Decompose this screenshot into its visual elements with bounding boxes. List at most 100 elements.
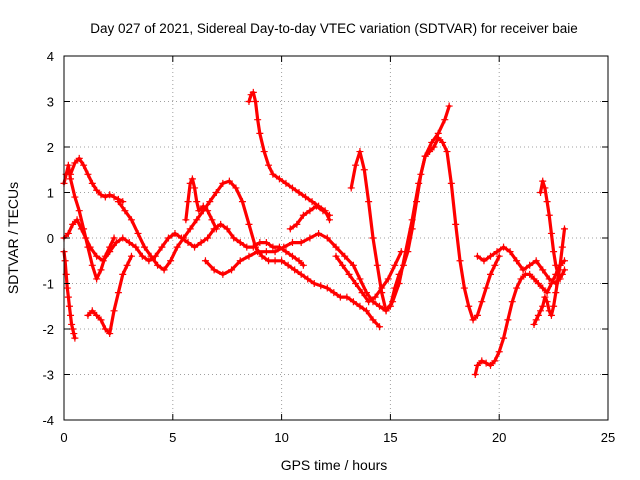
data-point <box>486 252 494 260</box>
data-point <box>193 216 201 224</box>
data-point <box>541 184 549 192</box>
data-point <box>445 102 453 110</box>
data-point <box>63 284 71 292</box>
data-point <box>80 225 88 233</box>
data-point <box>84 311 92 319</box>
data-point <box>378 284 386 292</box>
data-point <box>543 298 551 306</box>
data-point <box>552 289 560 297</box>
data-point <box>371 293 379 301</box>
data-point <box>145 257 153 265</box>
data-point <box>101 325 109 333</box>
data-point <box>310 280 318 287</box>
data-point <box>141 243 149 251</box>
data-point <box>93 275 101 283</box>
data-series-sat-e <box>84 252 135 338</box>
data-point <box>191 184 199 192</box>
data-point <box>347 184 355 192</box>
x-tick-label: 15 <box>383 430 397 445</box>
data-point <box>349 261 357 269</box>
data-point <box>545 275 553 283</box>
data-point <box>299 211 307 219</box>
data-point <box>262 248 270 256</box>
data-point <box>491 357 499 365</box>
data-point <box>93 252 101 260</box>
data-point <box>184 239 192 247</box>
data-point <box>110 307 118 315</box>
data-point <box>121 207 129 215</box>
data-point <box>452 220 460 228</box>
data-point <box>539 284 547 292</box>
data-point <box>138 252 146 260</box>
data-point <box>254 116 262 124</box>
data-point <box>201 257 209 265</box>
data-point <box>539 177 547 185</box>
y-axis-label: SDTVAR / TECUs <box>5 182 21 294</box>
data-point <box>369 316 377 324</box>
data-point <box>232 184 240 192</box>
data-point <box>417 170 425 178</box>
data-point <box>391 261 399 269</box>
data-point <box>369 234 377 242</box>
data-point <box>534 311 542 319</box>
data-point <box>67 311 75 319</box>
x-tick-label: 25 <box>601 430 615 445</box>
data-point <box>550 248 558 256</box>
data-point <box>206 198 214 206</box>
data-point <box>123 261 131 269</box>
data-point <box>547 311 555 319</box>
data-point <box>71 334 79 342</box>
data-point <box>336 293 344 301</box>
data-point <box>330 289 338 297</box>
data-point <box>469 316 477 324</box>
data-point <box>358 289 366 297</box>
data-point <box>384 275 392 283</box>
data-point <box>158 243 166 251</box>
data-point <box>249 88 257 96</box>
data-point <box>478 357 486 365</box>
data-point <box>110 234 118 242</box>
data-point <box>288 252 296 260</box>
data-point <box>154 261 162 269</box>
data-point <box>182 216 190 224</box>
data-point <box>302 193 310 201</box>
data-point <box>519 266 527 274</box>
data-point <box>68 320 76 328</box>
data-point <box>315 229 323 237</box>
data-point <box>236 257 244 265</box>
data-point <box>67 170 75 178</box>
data-point <box>399 261 407 269</box>
data-point <box>547 229 555 237</box>
data-point <box>93 186 101 194</box>
data-point <box>195 207 203 215</box>
data-point <box>443 148 451 156</box>
data-point <box>269 243 277 251</box>
data-point <box>188 175 196 183</box>
y-tick-label: -1 <box>42 277 54 292</box>
data-point <box>473 361 481 369</box>
data-point <box>236 239 244 247</box>
data-point <box>404 248 412 256</box>
data-point <box>284 261 292 269</box>
data-point <box>147 252 155 260</box>
data-point <box>491 261 499 269</box>
data-point <box>291 266 299 274</box>
data-point <box>299 261 307 269</box>
data-point <box>88 261 96 269</box>
data-point <box>339 261 347 269</box>
data-point <box>101 252 109 260</box>
data-series-sat-l <box>473 243 568 287</box>
data-point <box>204 207 212 215</box>
data-point <box>171 229 179 237</box>
data-point <box>323 234 331 242</box>
y-tick-label: 0 <box>47 231 54 246</box>
data-point <box>269 170 277 178</box>
x-tick-label: 5 <box>169 430 176 445</box>
data-point <box>560 225 568 233</box>
data-point <box>286 225 294 233</box>
data-point <box>306 234 314 242</box>
data-point <box>75 207 83 215</box>
data-point <box>245 98 253 105</box>
data-point <box>80 161 88 169</box>
axis-ticks: 0 5 10 15 20 25 -4 -3 -2 -1 0 1 2 3 4 <box>42 49 615 445</box>
